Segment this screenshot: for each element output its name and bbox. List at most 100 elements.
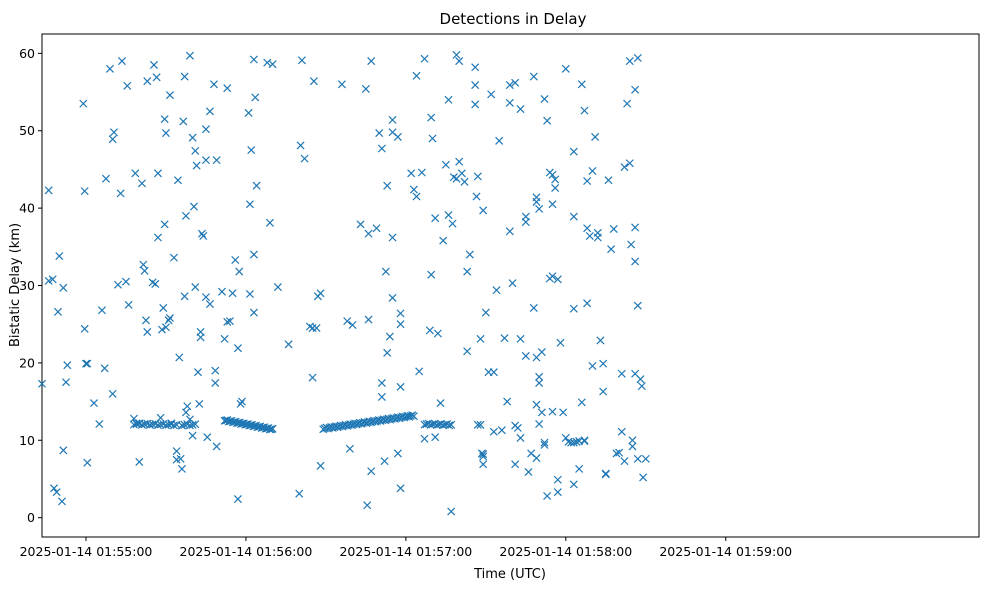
data-point-273 [553, 475, 562, 484]
data-point-213 [476, 334, 485, 343]
data-point-329 [636, 375, 645, 384]
data-point-243 [524, 467, 533, 477]
data-point-261 [543, 116, 552, 125]
data-point-198 [452, 50, 461, 59]
data-point-303 [599, 387, 608, 396]
data-point-309 [609, 224, 618, 234]
data-point-225 [495, 136, 504, 145]
data-point-32 [123, 81, 132, 90]
data-point-330 [637, 382, 646, 391]
data-point-296 [585, 231, 594, 240]
data-point-245 [529, 72, 538, 81]
data-point-79 [185, 51, 194, 60]
data-point-95 [201, 293, 210, 302]
data-point-110 [231, 255, 240, 264]
data-point-298 [588, 361, 597, 371]
y-tick-label-4: 40 [19, 201, 35, 216]
data-point-130 [295, 489, 304, 498]
chart-title: Detections in Delay [440, 10, 587, 28]
data-point-132 [297, 56, 306, 65]
data-point-128 [273, 283, 282, 292]
x-tick-label-4: 2025-01-14 01:59:00 [659, 544, 792, 559]
data-point-229 [505, 227, 514, 236]
data-point-299 [591, 132, 600, 141]
data-point-1 [44, 186, 53, 195]
data-point-39 [137, 179, 146, 188]
data-point-7 [55, 252, 64, 261]
data-point-4 [49, 484, 59, 493]
data-point-75 [180, 292, 189, 301]
data-point-276 [561, 64, 570, 73]
data-point-294 [583, 299, 592, 308]
data-point-66 [172, 447, 181, 456]
data-point-221 [487, 90, 496, 99]
data-point-60 [164, 316, 173, 325]
data-point-122 [249, 250, 258, 259]
data-point-76 [181, 408, 190, 417]
data-point-233 [511, 78, 520, 87]
data-point-98 [205, 107, 214, 116]
data-point-117 [245, 200, 254, 209]
data-point-84 [191, 283, 200, 292]
data-point-331 [639, 473, 648, 482]
data-point-100 [211, 378, 220, 388]
data-point-61 [165, 313, 174, 323]
data-point-321 [628, 436, 637, 445]
data-point-227 [500, 334, 509, 343]
data-point-274 [556, 338, 565, 347]
data-point-6 [53, 307, 63, 316]
data-point-262 [543, 491, 552, 501]
data-point-188 [433, 329, 442, 338]
data-point-85 [191, 146, 200, 155]
data-point-354 [191, 420, 200, 429]
data-point-307 [604, 176, 613, 185]
data-point-71 [177, 464, 186, 473]
data-point-77 [181, 211, 190, 220]
data-point-237 [516, 433, 525, 442]
data-point-126 [265, 218, 274, 227]
data-point-166 [388, 233, 397, 242]
data-point-285 [572, 437, 581, 446]
data-point-206 [471, 81, 480, 90]
data-point-169 [396, 309, 405, 318]
data-point-56 [160, 115, 169, 124]
data-point-120 [249, 55, 258, 64]
data-point-104 [217, 287, 226, 296]
data-point-158 [380, 457, 389, 466]
data-point-5 [52, 488, 61, 497]
data-point-148 [363, 501, 372, 510]
data-point-319 [627, 240, 636, 249]
y-axis: 0 10 20 30 40 50 60 [19, 46, 42, 525]
data-point-200 [455, 157, 464, 166]
data-point-9 [59, 446, 68, 455]
data-point-119 [247, 146, 256, 155]
data-point-306 [601, 470, 610, 479]
data-point-86 [192, 161, 201, 170]
data-point-22 [100, 364, 109, 373]
data-point-133 [300, 154, 309, 163]
data-point-212 [476, 420, 485, 429]
data-point-62 [165, 91, 174, 100]
data-point-311 [615, 448, 624, 457]
data-point-320 [628, 442, 637, 451]
data-point-12 [63, 361, 72, 370]
data-point-73 [179, 117, 188, 126]
data-point-232 [508, 279, 517, 288]
data-point-59 [161, 323, 170, 332]
data-point-16 [81, 359, 91, 368]
data-point-313 [617, 427, 626, 436]
plot-area [37, 33, 980, 538]
data-point-310 [612, 449, 621, 458]
x-axis: 2025-01-14 01:55:00 2025-01-14 01:56:00 20… [20, 537, 792, 559]
data-point-289 [577, 398, 586, 407]
data-point-109 [228, 289, 237, 298]
data-point-127 [268, 60, 277, 69]
data-point-69 [175, 353, 184, 362]
y-tick-label-6: 60 [19, 46, 35, 61]
data-point-51 [153, 169, 162, 178]
data-point-81 [188, 133, 197, 142]
data-point-160 [383, 181, 392, 190]
data-point-113 [235, 267, 244, 276]
data-point-74 [180, 72, 189, 81]
data-point-29 [116, 189, 125, 198]
